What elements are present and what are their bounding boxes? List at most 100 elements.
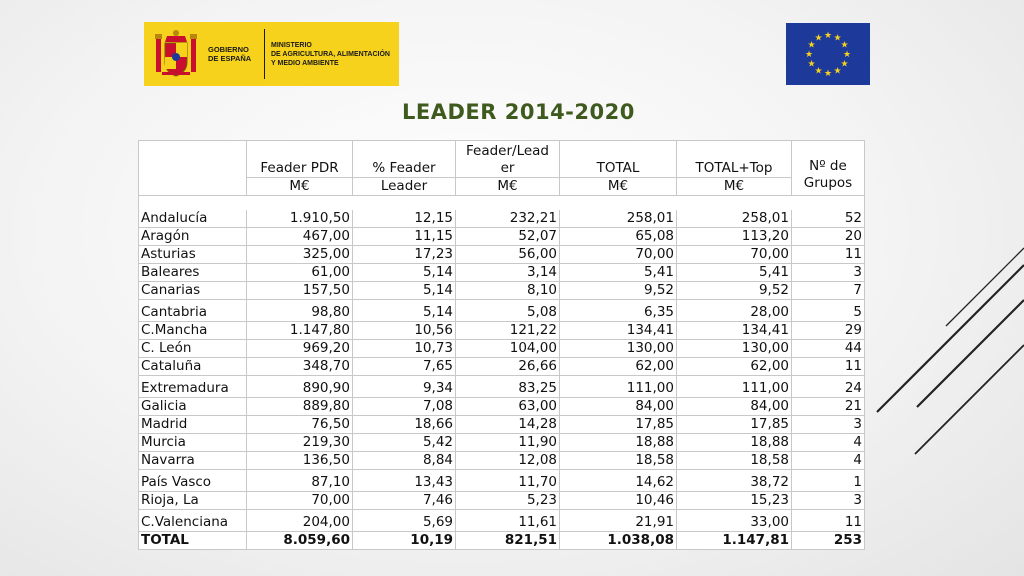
feader-leader-cell: 11,70	[455, 469, 560, 492]
region-cell: Asturias	[138, 245, 247, 264]
total-cell: 65,08	[559, 227, 677, 246]
pct-feader-cell: 5,42	[352, 433, 456, 452]
header-feader-pdr-top: Feader PDR	[246, 140, 353, 178]
pct-feader-cell: 17,23	[352, 245, 456, 264]
total-cell: 62,00	[559, 357, 677, 376]
header-row-bottom: M€ Leader M€ M€ M€	[139, 177, 865, 196]
feader-pdr-cell: 219,30	[246, 433, 353, 452]
feader-leader-cell: 5,08	[455, 299, 560, 322]
table-row: C. León 969,20 10,73 104,00 130,00 130,00 44	[138, 339, 865, 358]
header-spacer	[138, 195, 865, 210]
region-cell: Canarias	[138, 281, 247, 300]
pct-feader-cell: 10,56	[352, 321, 456, 340]
pct-feader-cell: 5,14	[352, 281, 456, 300]
coat-of-arms-icon	[154, 28, 198, 80]
table-row: Galicia 889,80 7,08 63,00 84,00 84,00 21	[138, 397, 865, 416]
region-cell: Cantabria	[138, 299, 247, 322]
region-cell: Galicia	[138, 397, 247, 416]
grupos-cell: 1	[791, 469, 865, 492]
header-total-unit: M€	[559, 177, 677, 196]
feader-leader-cell: 11,90	[455, 433, 560, 452]
grupos-cell: 29	[791, 321, 865, 340]
header-pct-feader-unit: Leader	[352, 177, 456, 196]
feader-leader-cell: 121,22	[455, 321, 560, 340]
feader-leader-cell: 104,00	[455, 339, 560, 358]
region-cell: Extremadura	[138, 375, 247, 398]
feader-leader-cell: 5,23	[455, 491, 560, 510]
grupos-cell: 3	[791, 415, 865, 434]
total-cell: 17,85	[559, 415, 677, 434]
total-cell: 14,62	[559, 469, 677, 492]
region-cell: C.Mancha	[138, 321, 247, 340]
grupos-cell: 7	[791, 281, 865, 300]
total-cell: 5,41	[559, 263, 677, 282]
eu-star-icon: ★	[807, 59, 815, 69]
feader-leader-cell: 11,61	[455, 509, 560, 532]
table-row: Madrid 76,50 18,66 14,28 17,85 17,85 3	[138, 415, 865, 434]
eu-star-icon: ★	[824, 68, 832, 78]
total-cell: 258,01	[559, 210, 677, 228]
region-cell: TOTAL	[138, 531, 247, 550]
grupos-cell: 52	[791, 210, 865, 228]
total-top-cell: 130,00	[676, 339, 792, 358]
total-top-cell: 84,00	[676, 397, 792, 416]
feader-leader-cell: 232,21	[455, 210, 560, 228]
pct-feader-cell: 12,15	[352, 210, 456, 228]
table-row: Murcia 219,30 5,42 11,90 18,88 18,88 4	[138, 433, 865, 452]
pct-feader-cell: 10,19	[352, 531, 456, 550]
grupos-cell: 20	[791, 227, 865, 246]
region-cell: Navarra	[138, 451, 247, 470]
eu-star-icon: ★	[843, 49, 851, 59]
total-cell: 10,46	[559, 491, 677, 510]
feader-leader-cell: 8,10	[455, 281, 560, 300]
feader-pdr-cell: 76,50	[246, 415, 353, 434]
pct-feader-cell: 13,43	[352, 469, 456, 492]
total-top-cell: 9,52	[676, 281, 792, 300]
eu-star-icon: ★	[807, 40, 815, 50]
total-cell: 134,41	[559, 321, 677, 340]
region-cell: Madrid	[138, 415, 247, 434]
table-row: Rioja, La 70,00 7,46 5,23 10,46 15,23 3	[138, 491, 865, 510]
eu-star-icon: ★	[833, 66, 841, 76]
total-cell: 18,58	[559, 451, 677, 470]
page-title: LEADER 2014-2020	[402, 100, 635, 124]
feader-pdr-cell: 70,00	[246, 491, 353, 510]
eu-star-icon: ★	[833, 33, 841, 43]
table-row: Navarra 136,50 8,84 12,08 18,58 18,58 4	[138, 451, 865, 470]
total-top-cell: 113,20	[676, 227, 792, 246]
total-top-cell: 70,00	[676, 245, 792, 264]
pct-feader-cell: 5,14	[352, 299, 456, 322]
feader-pdr-cell: 890,90	[246, 375, 353, 398]
grupos-cell: 253	[791, 531, 865, 550]
table-row: C.Mancha 1.147,80 10,56 121,22 134,41 134,41 2…	[138, 321, 865, 340]
total-top-cell: 17,85	[676, 415, 792, 434]
total-top-cell: 38,72	[676, 469, 792, 492]
feader-leader-cell: 821,51	[455, 531, 560, 550]
region-cell: C. León	[138, 339, 247, 358]
header-feader-leader-unit: M€	[455, 177, 560, 196]
gobierno-text: GOBIERNO DE ESPAÑA	[208, 45, 252, 63]
table-row: Andalucía 1.910,50 12,15 232,21 258,01 258,01…	[138, 210, 865, 228]
total-cell: 130,00	[559, 339, 677, 358]
total-top-cell: 5,41	[676, 263, 792, 282]
total-top-cell: 33,00	[676, 509, 792, 532]
grupos-cell: 4	[791, 433, 865, 452]
table-row: Canarias 157,50 5,14 8,10 9,52 9,52 7	[138, 281, 865, 300]
feader-leader-cell: 83,25	[455, 375, 560, 398]
total-top-cell: 111,00	[676, 375, 792, 398]
header-total-top: TOTAL	[559, 140, 677, 178]
pct-feader-cell: 18,66	[352, 415, 456, 434]
pct-feader-cell: 10,73	[352, 339, 456, 358]
feader-leader-cell: 14,28	[455, 415, 560, 434]
feader-leader-cell: 63,00	[455, 397, 560, 416]
pct-feader-cell: 9,34	[352, 375, 456, 398]
total-cell: 84,00	[559, 397, 677, 416]
region-cell: Andalucía	[138, 210, 247, 228]
feader-pdr-cell: 969,20	[246, 339, 353, 358]
table-row: Cantabria 98,80 5,14 5,08 6,35 28,00 5	[138, 299, 865, 322]
total-row: TOTAL 8.059,60 10,19 821,51 1.038,08 1.147,81…	[138, 531, 865, 550]
logo-divider	[264, 29, 265, 79]
region-cell: Murcia	[138, 433, 247, 452]
header-grupos: Nº de Grupos	[791, 140, 865, 196]
